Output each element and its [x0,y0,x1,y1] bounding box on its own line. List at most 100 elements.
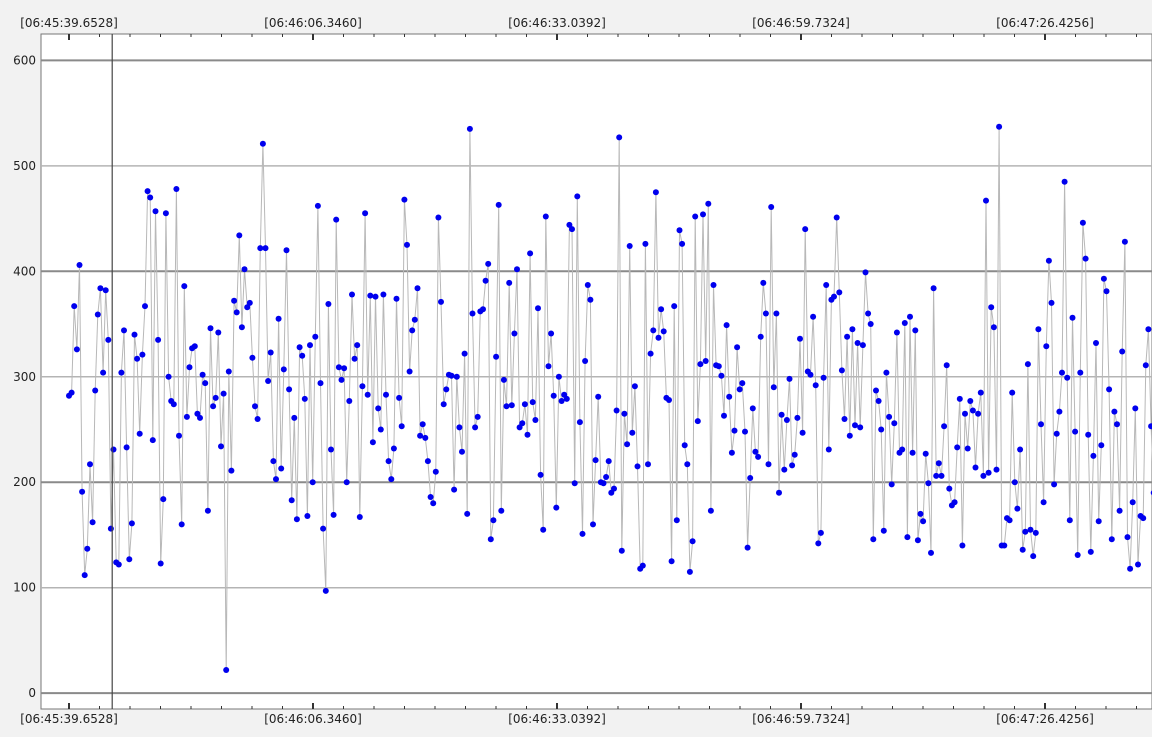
data-point [275,315,282,322]
data-point [616,134,623,141]
data-point [742,428,748,435]
data-point [1095,518,1102,525]
data-point [990,324,997,331]
data-point [836,289,843,296]
data-point [225,368,232,375]
data-point [752,448,759,455]
x-tick-label-bottom: [06:47:26.4256] [996,712,1094,726]
data-point [490,517,497,524]
data-point [100,369,107,376]
data-point [521,401,528,408]
data-point [155,336,162,343]
data-point [731,427,738,434]
data-point [692,213,699,220]
data-point [409,327,416,334]
data-point [605,458,612,465]
data-point [459,448,465,455]
data-point [1090,452,1097,459]
data-point [1114,421,1120,428]
data-point [975,410,982,417]
data-point [118,369,125,376]
data-point [440,401,447,408]
data-point [1048,299,1055,306]
data-point [71,303,78,310]
data-point [946,485,953,492]
data-point [988,304,995,311]
data-point [1001,542,1008,549]
data-point [404,241,410,248]
data-point [202,380,209,387]
data-point [592,457,599,464]
data-point [286,386,293,393]
data-point [414,285,421,292]
data-point [238,324,245,331]
data-point [1085,431,1092,438]
data-point [466,125,473,132]
series-line [68,126,1152,671]
data-point [660,328,667,335]
data-point [684,461,691,468]
data-point [210,403,217,410]
data-point [1108,536,1115,543]
x-tick-label-bottom: [06:46:59.7324] [752,712,850,726]
data-point [901,320,908,326]
data-point [880,527,887,534]
data-point [658,306,665,313]
x-tick-label-bottom: [06:46:06.3460] [264,712,362,726]
data-point [1017,446,1024,453]
data-point [1064,374,1071,381]
data-point [474,413,481,420]
data-point [252,403,258,410]
data-point [938,472,945,479]
data-point [815,540,822,547]
data-point [1142,362,1149,369]
data-point [697,361,704,368]
data-point [823,282,830,288]
data-point [794,414,801,421]
data-point [333,216,340,223]
data-point [128,520,135,527]
data-point [673,517,680,524]
data-point [1132,405,1139,412]
data-point [631,383,638,390]
data-point [322,587,329,594]
data-point [878,426,885,433]
data-point [980,472,987,479]
data-point [925,480,932,487]
data-point [1129,499,1136,506]
data-point [482,277,489,284]
data-point [676,227,683,234]
data-point [1098,442,1105,449]
data-point [121,327,127,334]
data-point [930,285,937,292]
data-point [335,364,342,371]
data-point [183,413,190,420]
data-point [267,349,274,356]
data-point [464,510,471,517]
data-point [134,355,141,362]
data-point [611,485,617,492]
data-point [935,460,942,467]
data-point [448,372,455,379]
data-point [1116,507,1123,514]
data-point [726,393,733,400]
data-point [157,560,164,567]
data-point [870,536,877,543]
data-point [912,327,919,334]
data-point [432,468,439,475]
data-point [390,445,397,452]
data-point [812,382,819,389]
data-point [1121,238,1128,245]
data-point [149,437,156,444]
data-point [1135,561,1141,568]
data-point [76,262,83,268]
data-point [1011,479,1018,486]
data-point [1111,408,1118,415]
data-point [762,310,769,317]
data-point [186,364,193,371]
data-point [356,514,363,520]
data-point [904,534,911,541]
data-point [223,667,230,673]
data-point [191,343,198,350]
data-point [757,333,764,340]
